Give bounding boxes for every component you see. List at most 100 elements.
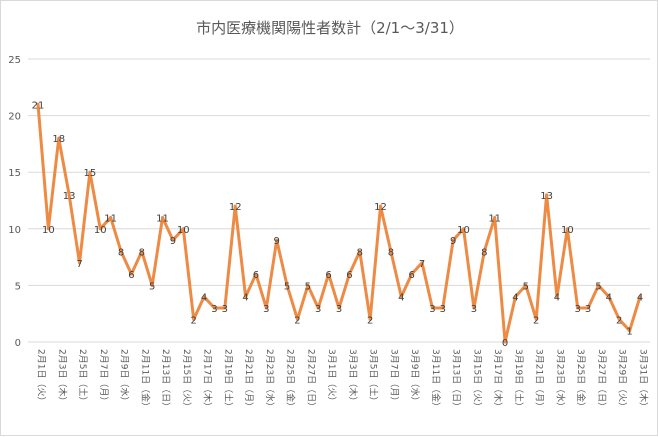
data-label: 0: [502, 338, 508, 349]
y-tick-label: 5: [15, 281, 21, 292]
data-label: 2: [367, 315, 373, 326]
data-label: 2: [191, 315, 197, 326]
x-tick-label: 3月25日（金）: [575, 349, 587, 411]
x-tick-label: 2月5日（土）: [77, 349, 89, 405]
x-tick-label: 3月1日（火）: [326, 349, 337, 405]
y-tick-label: 0: [15, 338, 21, 349]
x-tick-label: 3月7日（月）: [388, 349, 399, 405]
data-point: [472, 306, 476, 310]
data-label: 15: [84, 168, 97, 179]
x-tick-label: 3月13日（日）: [451, 349, 462, 411]
data-label: 5: [523, 281, 529, 292]
data-point: [482, 249, 486, 253]
data-label: 8: [118, 247, 124, 258]
data-point: [545, 193, 549, 197]
data-label: 12: [229, 202, 242, 213]
data-point: [306, 283, 310, 287]
x-tick-label: 3月27日（日）: [596, 349, 607, 411]
data-point: [295, 317, 299, 321]
data-point: [451, 238, 455, 242]
data-label: 11: [156, 213, 169, 224]
data-point: [202, 295, 206, 299]
data-point: [109, 215, 113, 219]
data-point: [161, 215, 165, 219]
data-point: [264, 306, 268, 310]
data-point: [586, 306, 590, 310]
data-point: [150, 283, 154, 287]
x-tick-label: 2月21日（月）: [243, 349, 254, 411]
data-label: 4: [201, 293, 207, 304]
data-point: [576, 306, 580, 310]
data-label: 10: [42, 225, 55, 236]
data-point: [628, 329, 632, 333]
x-tick-label: 2月3日（木）: [56, 349, 68, 405]
x-tick-label: 2月23日（水）: [264, 349, 276, 411]
data-label: 3: [263, 304, 269, 315]
data-label: 3: [440, 304, 446, 315]
data-label: 2: [294, 315, 300, 326]
data-point: [181, 227, 185, 231]
y-tick-label: 25: [8, 55, 21, 66]
data-label: 3: [471, 304, 477, 315]
data-label: 6: [346, 270, 352, 281]
x-tick-label: 3月15日（火）: [471, 349, 482, 411]
data-label: 2: [533, 315, 539, 326]
data-point: [78, 261, 82, 265]
data-point: [140, 249, 144, 253]
data-point: [171, 238, 175, 242]
data-point: [441, 306, 445, 310]
data-point: [254, 272, 258, 276]
data-point: [316, 306, 320, 310]
data-label: 8: [481, 247, 487, 258]
x-tick-label: 3月21日（月）: [534, 349, 545, 411]
data-label: 3: [585, 304, 591, 315]
data-label: 10: [457, 225, 470, 236]
data-label: 7: [76, 259, 82, 270]
data-point: [98, 227, 102, 231]
x-tick-label: 3月29日（火）: [617, 349, 628, 411]
x-tick-label: 2月25日（金）: [285, 349, 297, 411]
data-point: [223, 306, 227, 310]
x-tick-label: 3月5日（土）: [368, 349, 380, 405]
data-point: [565, 227, 569, 231]
data-label: 10: [561, 225, 574, 236]
data-label: 2: [616, 315, 622, 326]
y-tick-label: 20: [8, 112, 21, 123]
x-tick-label: 3月23日（水）: [554, 349, 566, 411]
data-label: 6: [408, 270, 414, 281]
data-label: 4: [637, 293, 643, 304]
data-label: 11: [104, 213, 117, 224]
data-label: 6: [253, 270, 259, 281]
chart-title: 市内医療機関陽性者数計（2/1～3/31）: [196, 19, 464, 37]
x-tick-label: 2月27日（日）: [305, 349, 316, 411]
data-point: [57, 136, 61, 140]
data-label: 6: [128, 270, 134, 281]
data-label: 4: [398, 293, 404, 304]
data-label: 3: [211, 304, 217, 315]
x-tick-label: 2月11日（金）: [139, 349, 151, 411]
data-label: 18: [52, 134, 65, 145]
data-label: 21: [32, 100, 45, 111]
data-point: [358, 249, 362, 253]
data-label: 7: [419, 259, 425, 270]
data-point: [36, 102, 40, 106]
data-point: [638, 295, 642, 299]
data-label: 5: [149, 281, 155, 292]
x-tick-label: 3月31日（木）: [638, 349, 650, 411]
data-point: [420, 261, 424, 265]
data-label: 6: [325, 270, 331, 281]
x-tick-label: 2月19日（土）: [222, 349, 234, 411]
x-tick-label: 2月1日（火）: [36, 349, 47, 405]
x-tick-label: 3月17日（木）: [492, 349, 504, 411]
data-point: [596, 283, 600, 287]
data-point: [233, 204, 237, 208]
data-label: 3: [315, 304, 321, 315]
data-point: [244, 295, 248, 299]
data-label: 5: [595, 281, 601, 292]
data-point: [275, 238, 279, 242]
data-point: [192, 317, 196, 321]
data-label: 3: [336, 304, 342, 315]
data-label: 10: [94, 225, 107, 236]
